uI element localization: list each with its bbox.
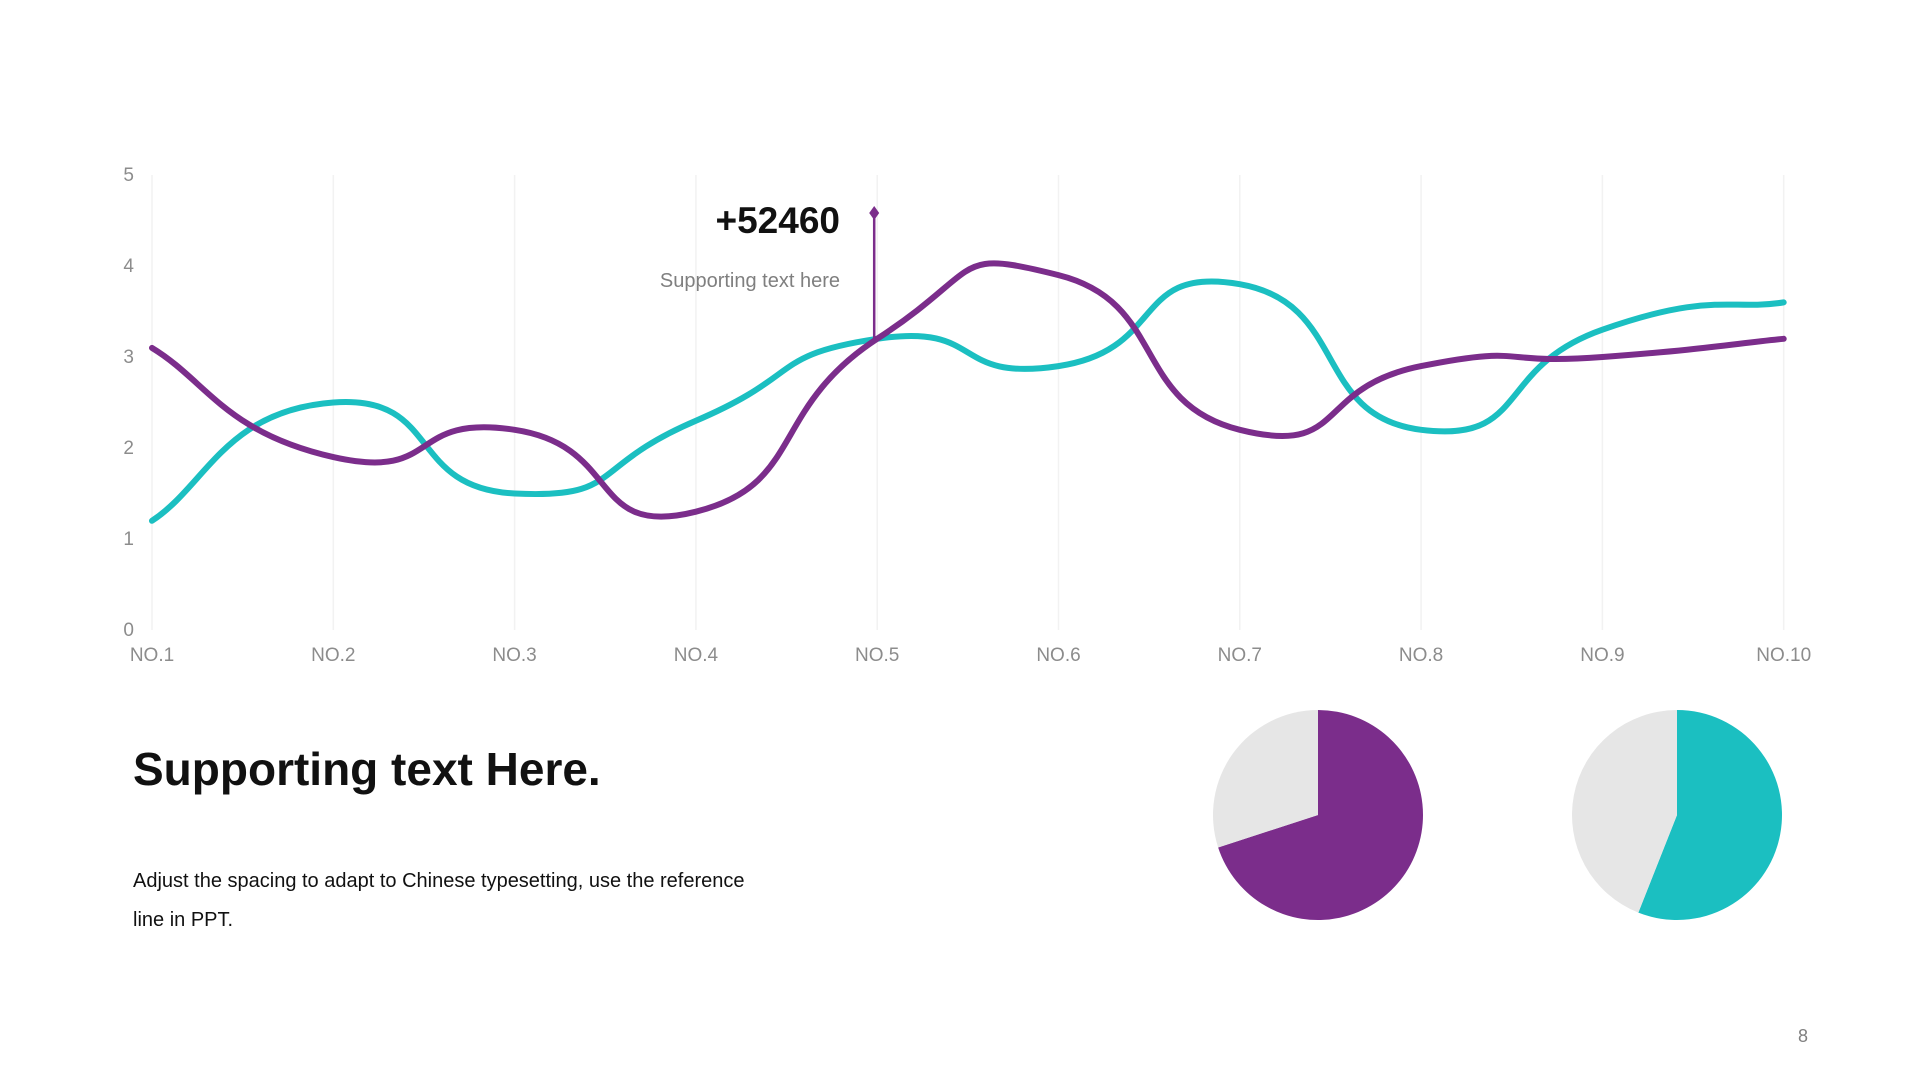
x-tick-label: NO.7 (1218, 645, 1262, 666)
callout-subtext: Supporting text here (659, 270, 840, 292)
x-tick-label: NO.5 (855, 645, 899, 666)
x-tick-label: NO.9 (1580, 645, 1624, 666)
main-heading: Supporting text Here. (133, 743, 601, 795)
x-tick-label: NO.3 (492, 645, 536, 666)
y-tick-label: 2 (123, 438, 134, 459)
callout-marker (869, 206, 880, 220)
x-tick-label: NO.8 (1399, 645, 1443, 666)
line-chart: 0 1 2 3 4 5 NO.1 NO.2 NO.3 NO.4 NO.5 NO.6 NO.7 NO.8 NO… (123, 165, 1811, 666)
body-text: Adjust the spacing to adapt to Chinese t… (133, 870, 745, 931)
pie1-slice-1 (1218, 710, 1423, 920)
x-tick-label: NO.1 (130, 645, 174, 666)
x-tick-label: NO.4 (674, 645, 719, 666)
y-tick-label: 1 (123, 529, 134, 550)
pie2-slice-1 (1638, 710, 1782, 920)
pie2-slice-2 (1571, 710, 1677, 913)
y-tick-label: 0 (123, 620, 134, 641)
callout-value: +52460 (715, 200, 841, 241)
series-line-1 (149, 278, 1787, 524)
x-tick-label: NO.10 (1756, 645, 1811, 666)
y-tick-label: 3 (123, 347, 134, 368)
y-tick-label: 5 (123, 165, 134, 186)
page-number: 8 (1797, 1026, 1808, 1046)
x-tick-label: NO.2 (311, 645, 355, 666)
series-line-2 (149, 260, 1787, 520)
x-tick-label: NO.6 (1036, 645, 1080, 666)
y-tick-label: 4 (123, 256, 134, 277)
pie1-slice-2 (1212, 710, 1318, 848)
